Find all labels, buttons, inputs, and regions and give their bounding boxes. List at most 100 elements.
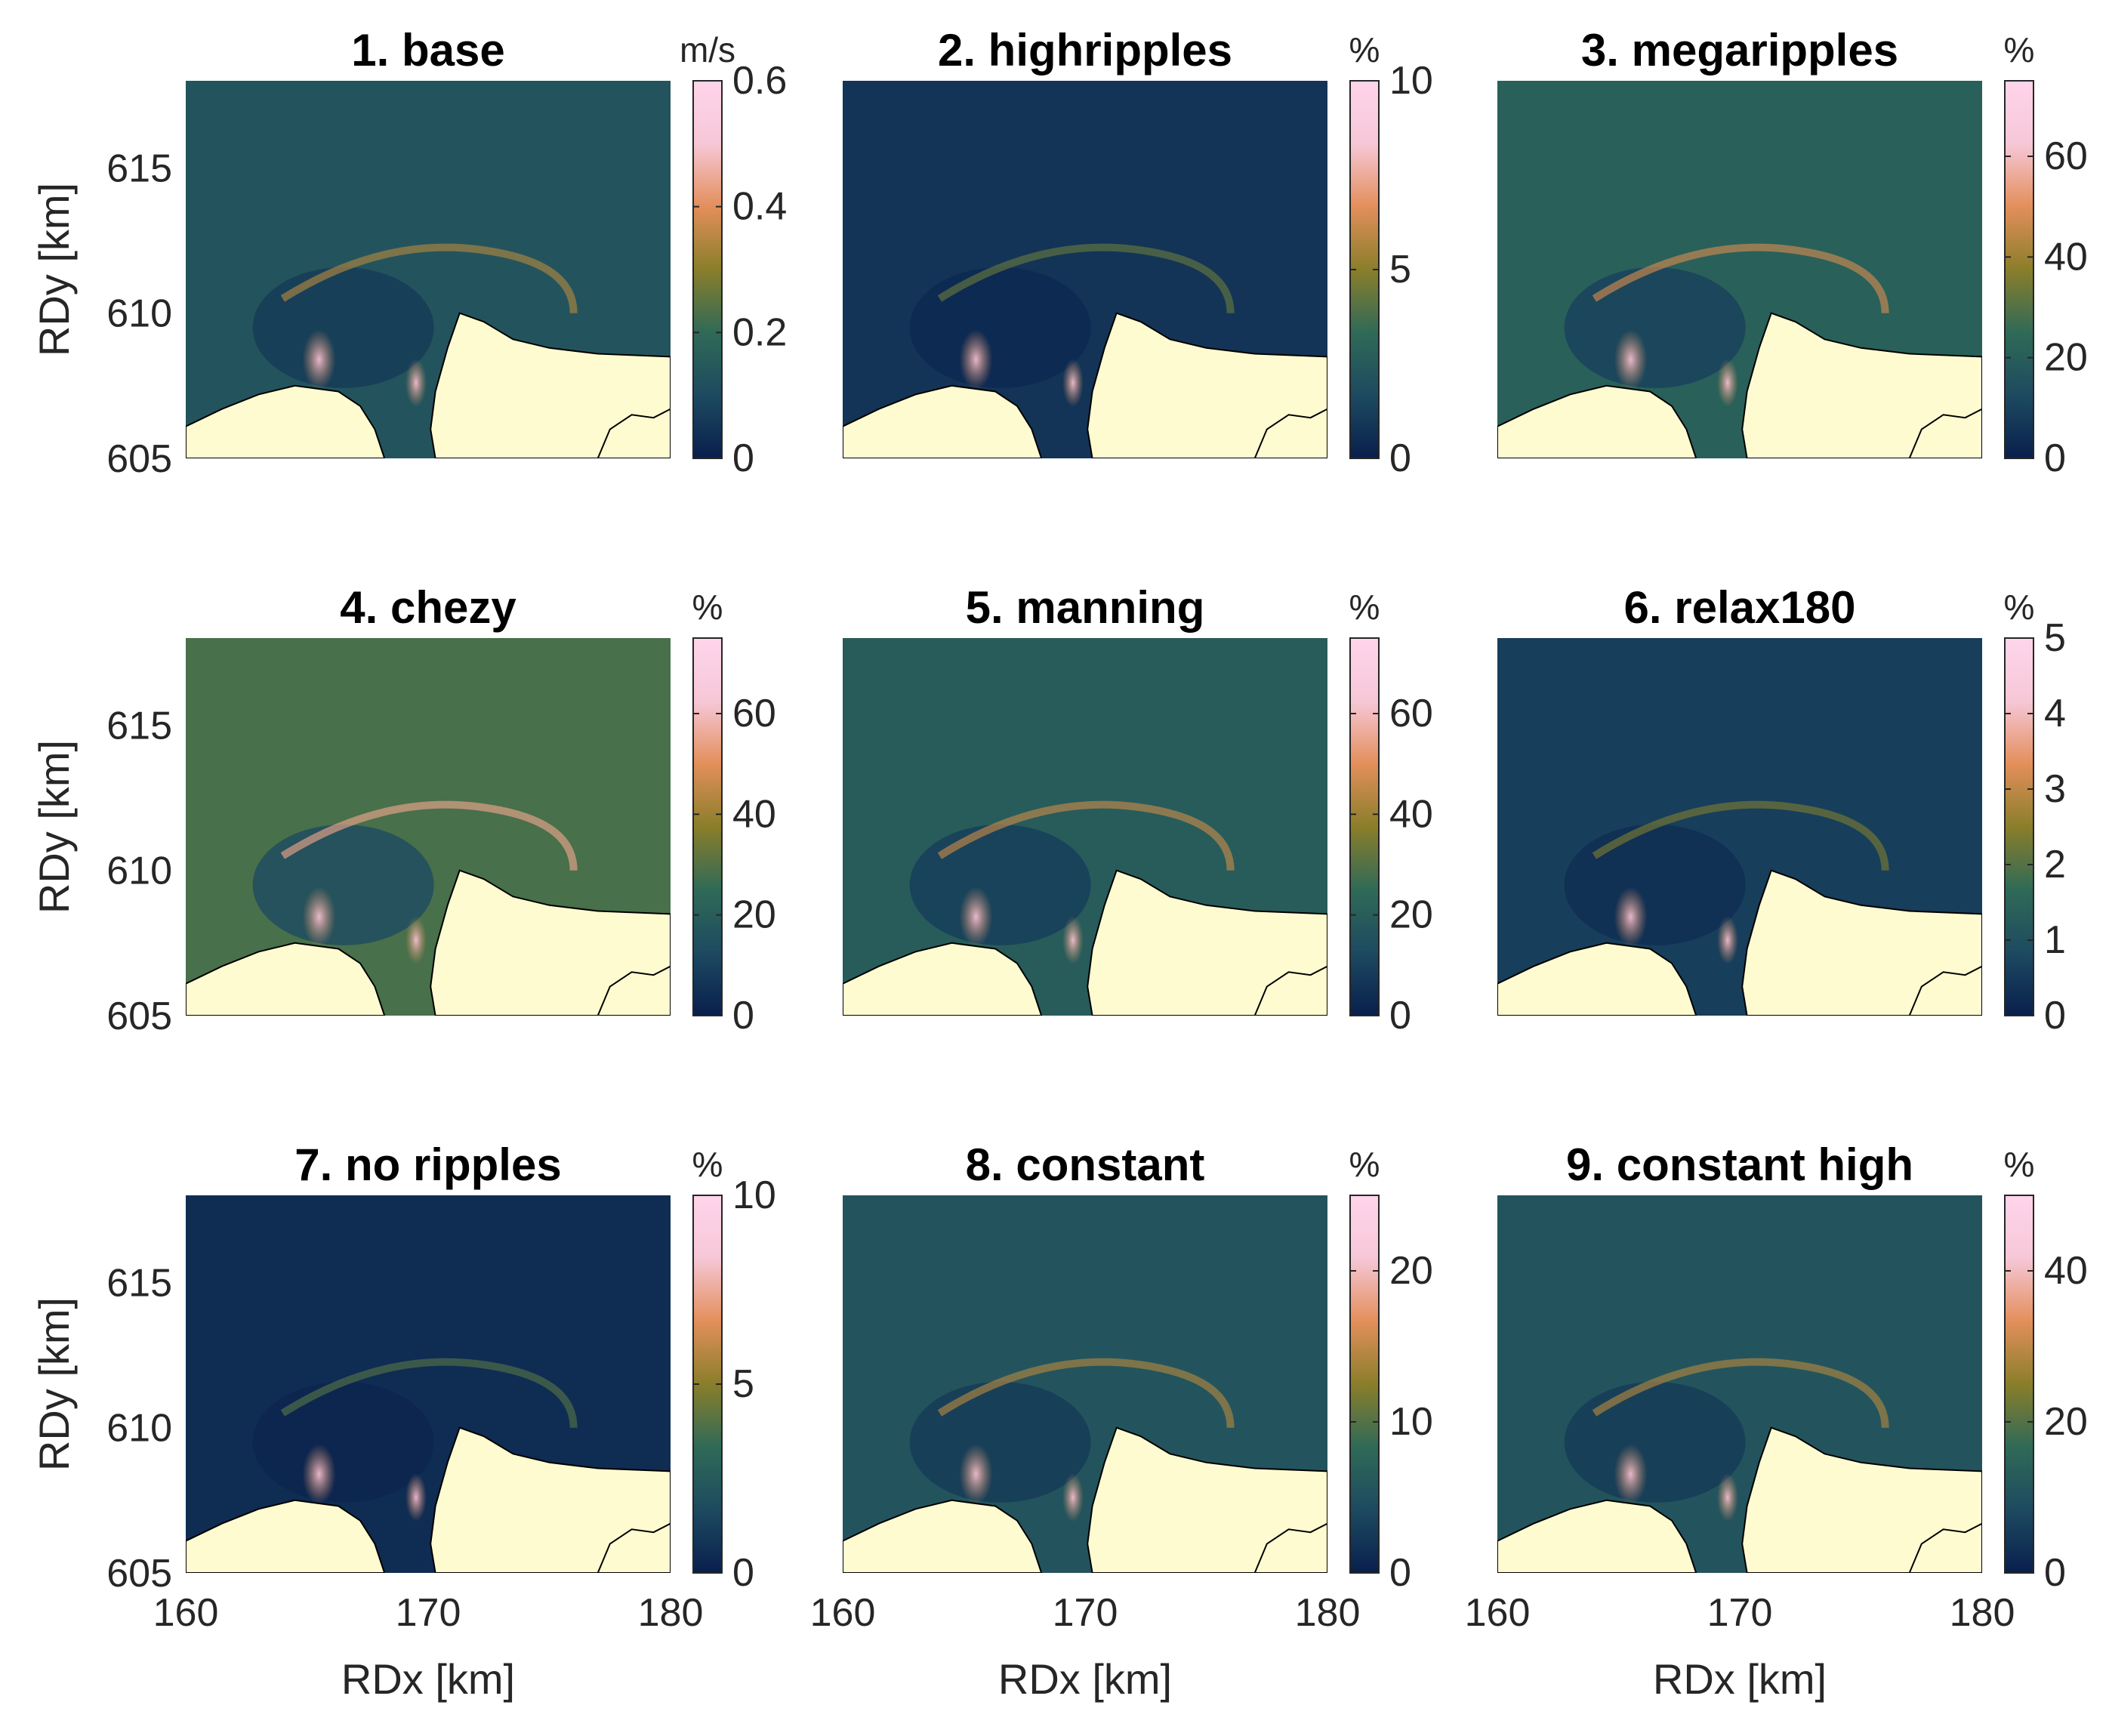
colorbar-tick-label: 20 (2044, 1400, 2088, 1444)
colorbar-unit: % (2004, 30, 2035, 69)
land-mask (1741, 312, 1982, 458)
land-mask (597, 1522, 671, 1573)
heatmap-field (1497, 638, 1982, 1016)
colorbar-tick-label: 5 (2044, 616, 2066, 660)
heatmap-field (186, 1195, 671, 1573)
panel-6: 6. relax180 % 0 1 2 3 4 5 (1497, 582, 2066, 1038)
panel-4: 4. chezy % 0 20 40 60 605 610 615 RDy [km] (30, 582, 776, 1038)
y-axis-label: RDy [km] (30, 183, 78, 356)
land-mask (1497, 1499, 1697, 1573)
land-mask (1908, 408, 1982, 458)
colorbar-tick-label: 0.6 (732, 59, 787, 103)
land-mask (597, 965, 671, 1016)
colorbar (2004, 1195, 2034, 1574)
colorbar (2004, 80, 2034, 459)
colorbar-tick-label: 0.4 (732, 185, 787, 229)
x-tick-label: 160 (810, 1591, 876, 1635)
colorbar-tick-label: 5 (732, 1362, 754, 1406)
land-mask (1087, 1426, 1327, 1573)
land-mask (1253, 965, 1327, 1016)
colorbar-unit: m/s (680, 30, 735, 69)
x-tick-label: 170 (396, 1591, 461, 1635)
colorbar-tick-label: 0 (732, 994, 754, 1038)
colorbar-tick-label: 3 (2044, 767, 2066, 811)
x-axis-label: RDx [km] (1653, 1655, 1827, 1703)
colorbar-tick-label: 10 (1389, 1400, 1433, 1444)
heatmap-field (186, 638, 671, 1016)
colorbar-tick-label: 20 (732, 893, 776, 937)
y-axis-label: RDy [km] (30, 1297, 78, 1471)
colorbar-tick-label: 40 (2044, 1249, 2088, 1293)
panel-title: 4. chezy (340, 582, 516, 633)
colorbar-unit: % (2004, 587, 2035, 627)
x-axis-label: RDx [km] (341, 1655, 515, 1703)
colorbar-tick-label: 40 (732, 792, 776, 836)
x-tick-label: 170 (1707, 1591, 1773, 1635)
y-axis-label: RDy [km] (30, 740, 78, 914)
x-tick-label: 180 (1295, 1591, 1361, 1635)
land-mask (1741, 1426, 1982, 1573)
panel-title: 1. base (351, 25, 504, 76)
land-mask (186, 942, 386, 1016)
colorbar-unit: % (692, 1145, 723, 1184)
panel-8: 8. constant % 0 10 20 160 170 180 RDx [km] (810, 1139, 1433, 1703)
y-tick-label: 615 (106, 1261, 172, 1305)
colorbar-tick-label: 1 (2044, 918, 2066, 962)
colorbar-tick-label: 20 (2044, 336, 2088, 380)
land-mask (430, 312, 671, 458)
y-tick-label: 610 (106, 1407, 172, 1451)
heatmap-field (186, 81, 671, 458)
land-mask (1253, 1522, 1327, 1573)
land-mask (430, 869, 671, 1016)
land-mask (1497, 384, 1697, 458)
panel-3: 3. megaripples % 0 20 40 60 (1497, 25, 2088, 480)
land-mask (1087, 869, 1327, 1016)
land-mask (843, 1499, 1043, 1573)
colorbar-tick-label: 0 (2044, 436, 2066, 480)
x-tick-label: 170 (1053, 1591, 1118, 1635)
colorbar-tick-label: 0.2 (732, 310, 787, 354)
panel-title: 3. megaripples (1581, 25, 1898, 76)
panel-7: 7. no ripples % 0 5 10 605 610 615 RDy [km] 160 17… (30, 1139, 776, 1703)
colorbar (692, 637, 723, 1016)
heatmap-field (1497, 1195, 1982, 1573)
colorbar (692, 80, 723, 459)
colorbar-tick-label: 10 (732, 1173, 776, 1217)
land-mask (1908, 1522, 1982, 1573)
x-tick-label: 160 (153, 1591, 219, 1635)
colorbar-unit: % (1349, 30, 1380, 69)
y-tick-label: 615 (106, 146, 172, 190)
land-mask (1253, 408, 1327, 458)
land-mask (1741, 869, 1982, 1016)
heatmap-field (843, 1195, 1327, 1573)
colorbar-tick-label: 60 (1389, 692, 1433, 735)
panel-title: 2. highripples (938, 25, 1232, 76)
panel-title: 5. manning (966, 582, 1205, 633)
colorbar-tick-label: 60 (2044, 134, 2088, 178)
land-mask (597, 408, 671, 458)
heatmap-field (843, 81, 1327, 458)
colorbar-unit: % (692, 587, 723, 627)
colorbar-tick-label: 40 (1389, 792, 1433, 836)
y-tick-label: 615 (106, 704, 172, 748)
x-tick-label: 160 (1465, 1591, 1531, 1635)
colorbar-tick-label: 0 (1389, 994, 1411, 1038)
x-axis-label: RDx [km] (998, 1655, 1172, 1703)
land-mask (430, 1426, 671, 1573)
land-mask (186, 384, 386, 458)
x-tick-label: 180 (1950, 1591, 2015, 1635)
colorbar-tick-label: 20 (1389, 893, 1433, 937)
heatmap-field (1497, 81, 1982, 458)
y-tick-label: 610 (106, 849, 172, 893)
y-tick-label: 605 (106, 1552, 172, 1596)
panel-title: 9. constant high (1566, 1139, 1913, 1190)
colorbar-tick-label: 0 (2044, 994, 2066, 1038)
land-mask (843, 384, 1043, 458)
colorbar-tick-label: 20 (1389, 1249, 1433, 1293)
colorbar (1349, 637, 1380, 1016)
colorbar-tick-label: 2 (2044, 843, 2066, 887)
panel-2: 2. highripples % 0 5 10 (843, 25, 1433, 480)
colorbar-tick-label: 40 (2044, 235, 2088, 279)
colorbar (2004, 637, 2034, 1016)
